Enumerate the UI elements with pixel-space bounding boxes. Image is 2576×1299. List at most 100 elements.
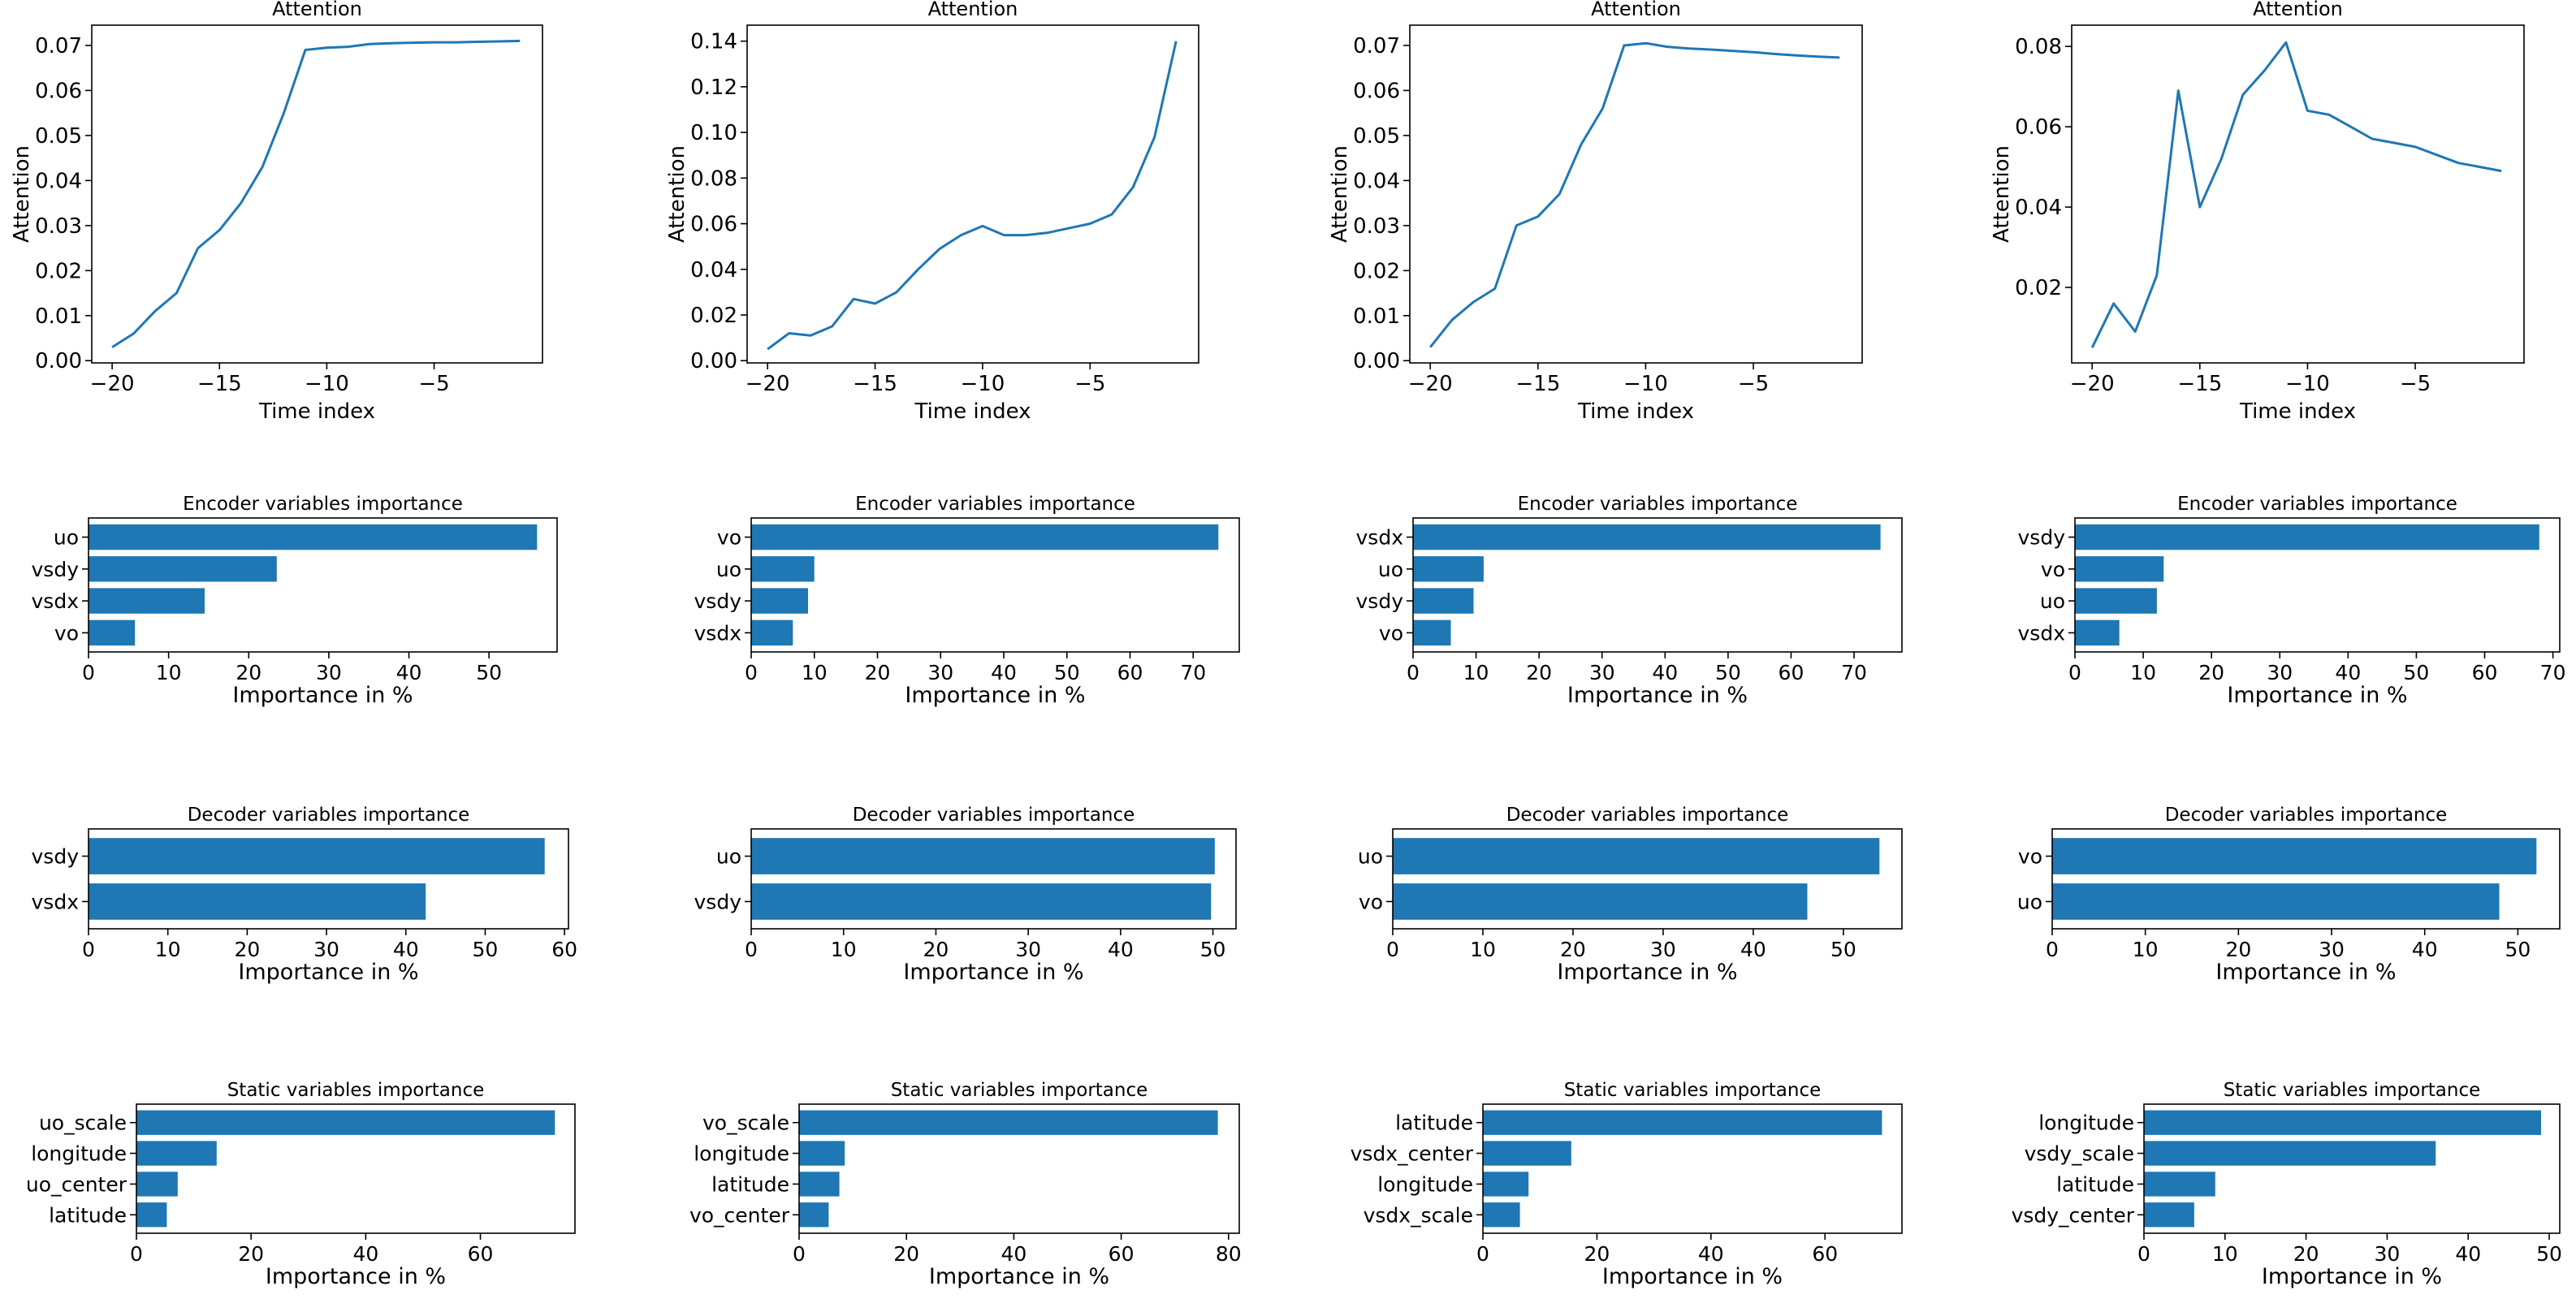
y-tick-label: 0.04 <box>690 258 737 283</box>
category-label: longitude <box>1377 1172 1473 1196</box>
chart-title: Encoder variables importance <box>2177 494 2457 515</box>
bar-vsdx_center <box>1483 1141 1571 1166</box>
x-tick-label: 30 <box>2319 938 2345 961</box>
plot-frame <box>91 24 543 364</box>
chart-title: Decoder variables importance <box>1506 805 1789 826</box>
category-label: vo <box>717 526 741 550</box>
y-tick-label: 0.05 <box>35 124 82 149</box>
x-tick-label: 50 <box>1715 661 1741 684</box>
x-axis-label: Importance in % <box>238 960 418 985</box>
x-axis-label: Importance in % <box>1602 1264 1783 1289</box>
x-tick-label: −5 <box>418 372 449 396</box>
encoder-importance-chart-3: Encoder variables importance vsdx uo vsdy vo… <box>1356 494 1903 708</box>
x-axis-label: Importance in % <box>1557 960 1737 985</box>
bar-uo <box>751 556 815 582</box>
y-tick-label: 0.04 <box>35 169 82 193</box>
x-tick-label: 40 <box>1652 661 1678 684</box>
x-tick-label: 60 <box>1812 1242 1838 1266</box>
category-label: uo_scale <box>39 1111 127 1135</box>
category-label: vo_scale <box>702 1111 789 1135</box>
category-label: vo <box>2018 845 2042 869</box>
x-tick-label: −15 <box>2177 372 2222 396</box>
x-tick-label: −20 <box>90 372 135 396</box>
category-label: latitude <box>1395 1111 1473 1135</box>
x-axis-label: Importance in % <box>2262 1264 2442 1289</box>
x-tick-label: 70 <box>1841 661 1867 684</box>
plot-frame <box>798 1103 1240 1234</box>
x-tick-label: 30 <box>2375 1242 2401 1266</box>
x-tick-label: 70 <box>1180 661 1206 684</box>
bar-vsdy <box>89 838 545 874</box>
x-tick-label: −5 <box>1074 372 1105 396</box>
bar-vsdx <box>751 619 793 646</box>
x-axis-label: Importance in % <box>266 1264 446 1289</box>
x-tick-label: 20 <box>238 1242 264 1266</box>
bar-latitude <box>1483 1110 1882 1135</box>
category-label: uo <box>716 845 741 869</box>
x-tick-label: 40 <box>2455 1242 2481 1266</box>
bar-vsdy_scale <box>2144 1141 2436 1166</box>
bar-latitude <box>2144 1172 2215 1197</box>
plot-frame <box>88 828 569 930</box>
x-tick-label: 10 <box>802 661 828 684</box>
y-tick-label: 0.02 <box>35 259 82 283</box>
y-tick-label: 0.02 <box>2015 276 2062 300</box>
x-tick-label: 40 <box>2412 938 2438 961</box>
category-label: vsdx <box>1356 526 1403 550</box>
chart-title: Static variables importance <box>891 1080 1148 1101</box>
x-axis-label: Importance in % <box>905 683 1085 708</box>
x-tick-label: 50 <box>473 938 499 961</box>
chart-title: Decoder variables importance <box>188 805 470 826</box>
y-tick-label: 0.04 <box>1353 169 1400 193</box>
y-tick-label: 0.02 <box>1353 259 1400 283</box>
bar-longitude <box>136 1141 217 1166</box>
x-tick-label: −10 <box>1623 372 1668 396</box>
x-tick-label: 40 <box>991 661 1017 684</box>
x-tick-label: 30 <box>927 661 953 684</box>
bar-vo <box>1393 883 1808 920</box>
static-importance-chart-3: Static variables importance latitude vsdx_… <box>1351 1080 1903 1289</box>
decoder-importance-chart-1: Decoder variables importance vsdy vsdx 0 10 2… <box>32 805 578 985</box>
encoder-importance-chart-4: Encoder variables importance vsdy vo uo vsdx… <box>2018 494 2566 708</box>
x-tick-label: −20 <box>2070 372 2115 396</box>
category-label: vsdx <box>694 621 741 645</box>
x-tick-label: 40 <box>393 938 419 961</box>
bar-vsdy <box>1413 588 1474 614</box>
y-axis-label: Attention <box>665 145 689 243</box>
category-label: latitude <box>49 1203 127 1227</box>
chart-title: Attention <box>2253 0 2343 20</box>
x-tick-label: 20 <box>893 1242 919 1266</box>
category-label: latitude <box>2056 1172 2134 1196</box>
bar-vo_scale <box>799 1110 1218 1135</box>
category-label: vo <box>1359 890 1383 913</box>
plot-frame <box>136 1103 576 1234</box>
y-tick-label: 0.08 <box>690 166 737 191</box>
x-tick-label: 10 <box>1463 661 1489 684</box>
category-label: uo <box>2040 589 2065 613</box>
category-label: vo <box>2041 558 2065 581</box>
attention-series-line <box>2090 41 2502 348</box>
bar-uo_scale <box>136 1110 555 1135</box>
x-tick-label: −10 <box>305 372 349 396</box>
x-axis-label: Time index <box>2239 399 2356 424</box>
encoder-importance-chart-2: Encoder variables importance vo uo vsdy vsdx… <box>694 494 1240 708</box>
y-tick-label: 0.03 <box>35 214 82 239</box>
plot-frame <box>2074 517 2561 653</box>
category-label: latitude <box>711 1172 789 1196</box>
x-tick-label: 40 <box>1001 1242 1027 1266</box>
plot-frame <box>1482 1103 1903 1234</box>
x-tick-label: 60 <box>1117 661 1143 684</box>
bar-vsdy <box>2075 524 2539 550</box>
bar-vsdx_scale <box>1483 1202 1520 1228</box>
plot-frame <box>2071 24 2525 364</box>
chart-title: Encoder variables importance <box>855 494 1135 515</box>
x-tick-label: 40 <box>352 1242 378 1266</box>
y-tick-label: 0.01 <box>1353 304 1400 329</box>
x-tick-label: 10 <box>831 938 857 961</box>
y-tick-label: 0.14 <box>690 30 737 54</box>
y-tick-label: 0.10 <box>690 121 737 145</box>
y-tick-label: 0.01 <box>35 304 82 329</box>
static-importance-chart-2: Static variables importance vo_scalelongi… <box>689 1080 1242 1289</box>
decoder-importance-chart-3: Decoder variables importance uo vo 0 10 20 30 4… <box>1358 805 1903 985</box>
category-label: vsdx <box>2018 621 2065 645</box>
